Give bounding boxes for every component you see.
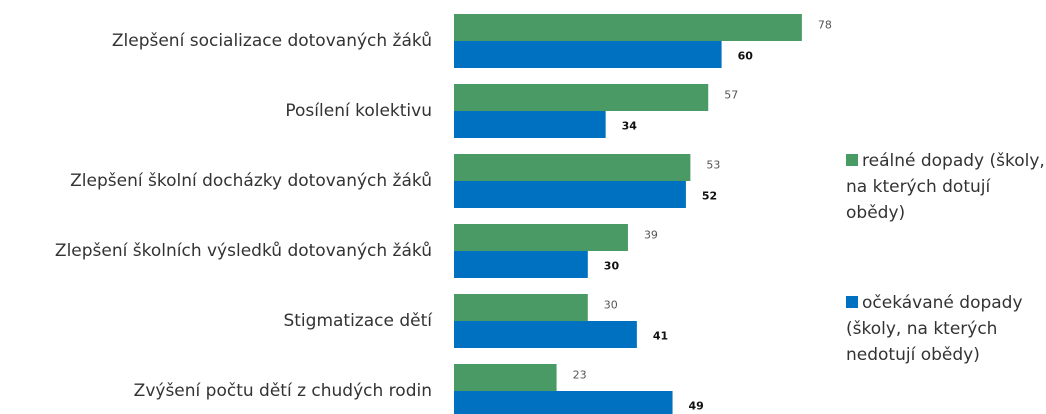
category-label: Zlepšení školních výsledků dotovaných žá… bbox=[55, 241, 432, 261]
legend-swatch bbox=[846, 154, 858, 166]
legend-swatch bbox=[846, 296, 858, 308]
bar bbox=[454, 14, 802, 41]
value-label: 23 bbox=[573, 369, 587, 382]
legend-label: reálné dopady (školy, na kterých dotují … bbox=[846, 151, 1045, 223]
bar bbox=[454, 154, 691, 181]
category-label: Posílení kolektivu bbox=[285, 101, 432, 121]
bar bbox=[454, 111, 606, 138]
value-label: 30 bbox=[604, 299, 618, 312]
value-label: 30 bbox=[604, 260, 620, 273]
value-label: 39 bbox=[644, 229, 658, 242]
bar bbox=[454, 251, 588, 278]
value-label: 57 bbox=[724, 89, 738, 102]
value-label: 78 bbox=[818, 19, 832, 32]
bar bbox=[454, 294, 588, 321]
bar bbox=[454, 321, 637, 348]
category-label: Zlepšení socializace dotovaných žáků bbox=[112, 31, 432, 51]
bar bbox=[454, 224, 628, 251]
category-label: Zvýšení počtu dětí z chudých rodin bbox=[134, 381, 432, 401]
legend-label: očekávané dopady (školy, na kterých nedo… bbox=[846, 293, 1023, 365]
bar bbox=[454, 181, 686, 208]
legend-item: reálné dopady (školy, na kterých dotují … bbox=[846, 148, 1046, 226]
bar bbox=[454, 84, 709, 111]
bar bbox=[454, 364, 557, 391]
category-label: Stigmatizace dětí bbox=[283, 311, 433, 331]
bar bbox=[454, 391, 673, 414]
category-label: Zlepšení školní docházky dotovaných žáků bbox=[70, 171, 432, 191]
value-label: 60 bbox=[738, 50, 754, 63]
value-label: 52 bbox=[702, 190, 717, 203]
value-label: 49 bbox=[689, 400, 704, 413]
bar bbox=[454, 41, 722, 68]
legend-item: očekávané dopady (školy, na kterých nedo… bbox=[846, 290, 1046, 368]
value-label: 41 bbox=[653, 330, 668, 343]
value-label: 34 bbox=[622, 120, 638, 133]
value-label: 53 bbox=[706, 159, 720, 172]
